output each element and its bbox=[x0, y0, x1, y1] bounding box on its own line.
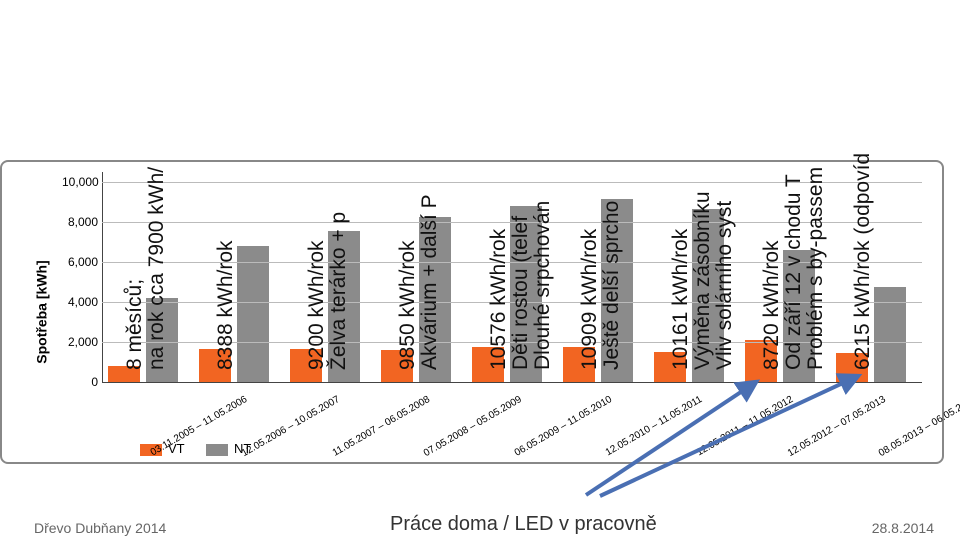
y-tick-label: 6,000 bbox=[62, 255, 98, 269]
y-tick-label: 2,000 bbox=[62, 335, 98, 349]
x-tick-label: 07.05.2008 – 05.05.2009 bbox=[422, 394, 524, 459]
bar-annotation: 8388 kWh/rok bbox=[215, 240, 237, 370]
x-tick-label: 12.05.2006 – 10.05.2007 bbox=[240, 394, 342, 459]
bar-annotation: 9850 kWh/rokAkvárium + další P bbox=[397, 194, 441, 370]
y-tick-label: 10,000 bbox=[62, 175, 98, 189]
bar-annotation: 9200 kWh/rokŽelva terárko + p bbox=[306, 212, 350, 370]
y-tick-label: 0 bbox=[62, 375, 98, 389]
bar-nt bbox=[237, 246, 269, 382]
x-tick-label: 12.05.2012 – 07.05.2013 bbox=[786, 394, 888, 459]
bar-annotation: 10576 kWh/rokDěti rostou (telefDlouhé sr… bbox=[488, 201, 554, 370]
x-tick-label: 12.05.2011 – 11.05.2012 bbox=[695, 394, 796, 458]
bar-annotation: 10161 kWh/rokVýměna zásobníkuVliv solárn… bbox=[670, 191, 736, 370]
footer-left: Dřevo Dubňany 2014 bbox=[34, 520, 166, 536]
bar-annotation: 8720 kWh/rokOd září 12 v chodu TProblém … bbox=[761, 167, 827, 370]
x-tick-label: 11.05.2007 – 06.05.2008 bbox=[331, 394, 432, 459]
bar-annotation: 6215 kWh/rok (odpovíd bbox=[852, 153, 874, 370]
y-axis-label: Spotřeba [kWh] bbox=[34, 260, 50, 363]
x-tick-label: 12.05.2010 – 11.05.2011 bbox=[604, 394, 705, 458]
page: Spotřeba [kWh] VT NT 0 2,000 4,000 6,000 8,0… bbox=[0, 0, 960, 544]
bar-annotation: 10909 kWh/rokJeště delší sprcho bbox=[579, 201, 623, 370]
y-tick-label: 4,000 bbox=[62, 295, 98, 309]
bar-annotation: 8 měsíců;na rok cca 7900 kWh/ bbox=[124, 167, 168, 370]
legend: VT NT bbox=[122, 441, 251, 456]
x-tick-label: 08.05.2013 – 06.05.2014 bbox=[877, 394, 960, 459]
footer-mid: Práce doma / LED v pracovně bbox=[390, 513, 657, 536]
x-tick-label: 06.05.2009 – 11.05.2010 bbox=[513, 394, 614, 459]
y-tick-label: 8,000 bbox=[62, 215, 98, 229]
x-axis bbox=[102, 382, 922, 383]
footer-right: 28.8.2014 bbox=[872, 520, 934, 536]
legend-swatch-nt bbox=[206, 444, 228, 456]
